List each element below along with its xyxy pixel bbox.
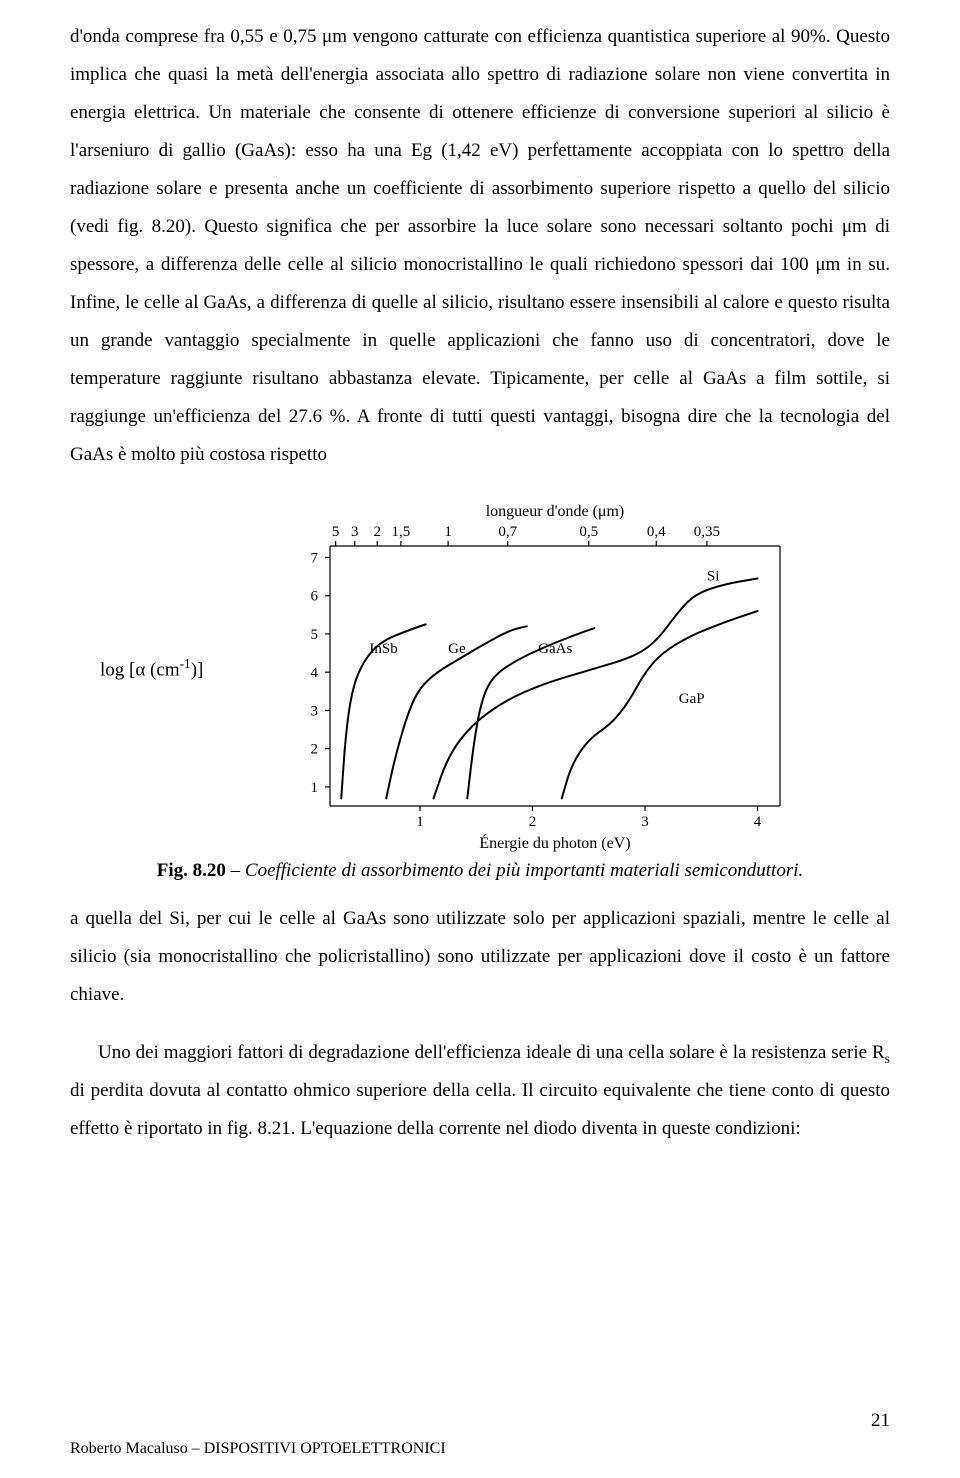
figure-caption-text: Coefficiente di assorbimento dei più imp… [245, 860, 803, 881]
paragraph-3-prefix: Uno dei maggiori fattori di degradazione… [98, 1042, 885, 1063]
footer: Roberto Macaluso – DISPOSITIVI OPTOELETT… [70, 1440, 446, 1458]
paragraph-2: a quella del Si, per cui le celle al GaA… [70, 900, 890, 1014]
paragraph-3-subscript: s [885, 1051, 890, 1066]
figure-caption-sep: – [226, 860, 245, 881]
paragraph-3-suffix: di perdita dovuta al contatto ohmico sup… [70, 1080, 890, 1139]
absorption-chart: 123456712345321,510,70,50,40,35longueur … [260, 496, 820, 856]
svg-text:3: 3 [311, 703, 319, 719]
y-axis-label: log [α (cm-1)] [100, 656, 203, 681]
svg-text:Énergie du photon (eV): Énergie du photon (eV) [479, 833, 630, 852]
svg-text:5: 5 [311, 627, 319, 643]
svg-text:2: 2 [374, 524, 382, 540]
svg-text:0,7: 0,7 [498, 524, 517, 540]
svg-text:0,4: 0,4 [647, 524, 666, 540]
svg-text:1: 1 [416, 814, 424, 830]
svg-text:GaAs: GaAs [538, 641, 572, 657]
svg-text:Si: Si [707, 568, 720, 584]
svg-text:3: 3 [641, 814, 649, 830]
page-number: 21 [871, 1410, 890, 1432]
svg-text:2: 2 [529, 814, 537, 830]
svg-text:4: 4 [311, 665, 319, 681]
svg-text:6: 6 [311, 589, 319, 605]
svg-text:4: 4 [754, 814, 762, 830]
svg-text:0,5: 0,5 [579, 524, 598, 540]
figure-8-20: log [α (cm-1)] 123456712345321,510,70,50… [70, 496, 890, 882]
svg-text:longueur d'onde (μm): longueur d'onde (μm) [486, 503, 625, 520]
svg-text:Ge: Ge [448, 641, 466, 657]
svg-text:1: 1 [444, 524, 452, 540]
page: d'onda comprese fra 0,55 e 0,75 μm vengo… [0, 0, 960, 1478]
svg-text:GaP: GaP [679, 691, 705, 707]
svg-text:0,35: 0,35 [694, 524, 720, 540]
svg-text:2: 2 [311, 742, 319, 758]
svg-text:5: 5 [332, 524, 340, 540]
svg-text:InSb: InSb [369, 641, 397, 657]
svg-text:7: 7 [311, 550, 319, 566]
paragraph-1: d'onda comprese fra 0,55 e 0,75 μm vengo… [70, 18, 890, 474]
paragraph-3: Uno dei maggiori fattori di degradazione… [70, 1034, 890, 1148]
figure-caption-label: Fig. 8.20 [157, 860, 226, 881]
svg-text:1: 1 [311, 780, 319, 796]
figure-caption: Fig. 8.20 – Coefficiente di assorbimento… [70, 860, 890, 882]
svg-text:3: 3 [351, 524, 359, 540]
chart-area: log [α (cm-1)] 123456712345321,510,70,50… [70, 496, 890, 856]
svg-text:1,5: 1,5 [392, 524, 411, 540]
